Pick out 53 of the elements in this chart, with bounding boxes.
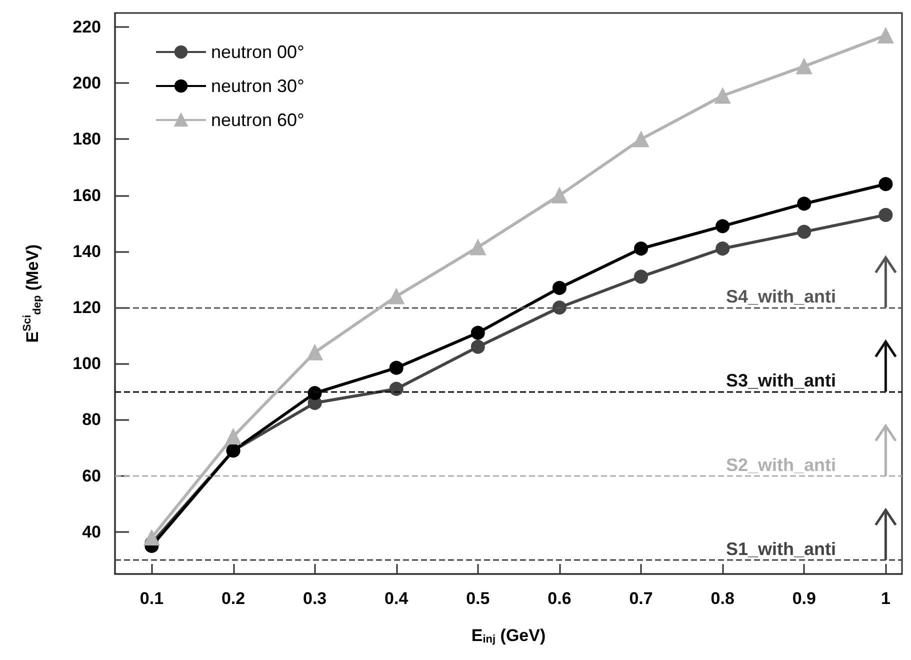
y-tick-label: 120 xyxy=(72,298,101,318)
point xyxy=(552,280,566,295)
point xyxy=(225,428,242,445)
point xyxy=(797,196,812,211)
point xyxy=(878,27,894,44)
point xyxy=(388,288,404,304)
y-tick-label: 180 xyxy=(72,130,101,149)
point xyxy=(797,224,812,239)
point xyxy=(633,131,650,148)
point xyxy=(551,187,568,204)
point xyxy=(634,270,648,284)
legend-label: neutron 30° xyxy=(211,76,304,96)
y-tick-label: 60 xyxy=(82,466,101,486)
point xyxy=(552,300,566,315)
point xyxy=(470,239,486,256)
point xyxy=(389,382,404,396)
ref-line-label: S2_with_anti xyxy=(726,454,836,475)
legend-label: neutron 60° xyxy=(211,110,304,130)
x-tick-label: 0.3 xyxy=(302,589,327,608)
y-tick-label: 40 xyxy=(82,522,101,542)
x-tick-label: 1 xyxy=(880,589,890,608)
point xyxy=(716,242,730,256)
y-tick-label: 100 xyxy=(72,354,101,374)
ref-line-label: S1_with_anti xyxy=(726,538,836,559)
x-tick-label: 0.5 xyxy=(466,589,490,608)
y-tick-label: 140 xyxy=(72,242,101,261)
x-tick-label: 0.8 xyxy=(710,589,734,608)
y-tick-label: 220 xyxy=(72,18,101,37)
legend-label: neutron 00° xyxy=(211,42,304,62)
point xyxy=(878,208,893,222)
x-tick-label: 0.4 xyxy=(384,589,409,608)
point xyxy=(634,242,648,256)
point xyxy=(144,530,160,546)
y-tick-label: 200 xyxy=(72,74,101,93)
point xyxy=(308,386,322,400)
x-tick-label: 0.6 xyxy=(548,589,572,608)
ref-line-label: S3_with_anti xyxy=(726,370,836,391)
point xyxy=(878,177,893,192)
y-tick-label: 160 xyxy=(72,186,101,205)
point xyxy=(389,360,404,375)
point xyxy=(470,340,485,354)
x-tick-label: 0.1 xyxy=(140,589,164,608)
point xyxy=(470,326,485,340)
y-axis-title: EScidep (MeV) xyxy=(22,244,44,343)
x-tick-label: 0.2 xyxy=(221,589,246,608)
point xyxy=(716,219,730,234)
x-tick-label: 0.7 xyxy=(629,589,653,608)
point xyxy=(796,58,812,74)
ref-line-label: S4_with_anti xyxy=(726,286,836,307)
point xyxy=(306,344,323,360)
x-tick-label: 0.9 xyxy=(792,589,816,608)
y-tick-label: 80 xyxy=(82,410,101,430)
point xyxy=(714,88,731,104)
